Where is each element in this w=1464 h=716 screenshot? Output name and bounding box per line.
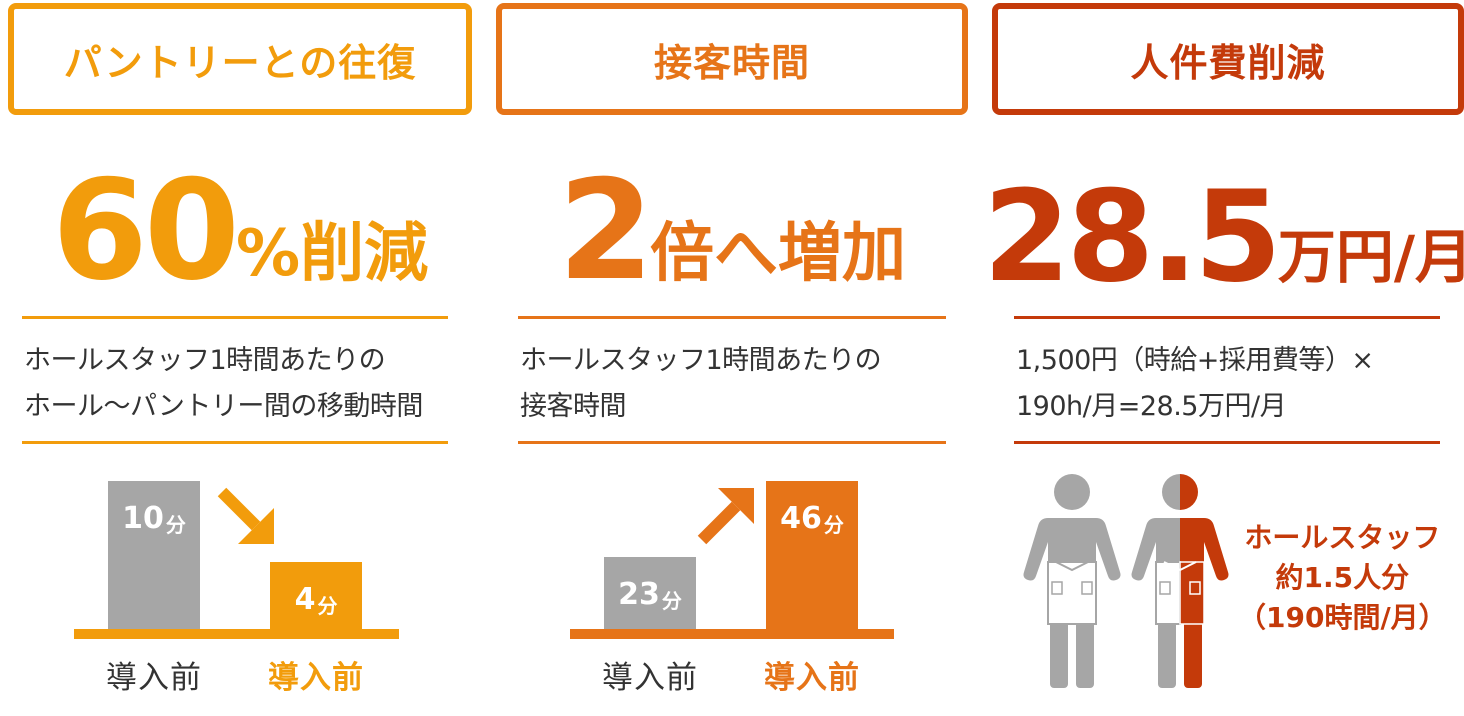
bar-before: 23 分	[604, 557, 696, 629]
divider-bottom	[22, 441, 448, 444]
bar-unit: 分	[823, 513, 844, 537]
headline-unit: 万円/月	[1277, 223, 1464, 291]
description: ホールスタッフ1時間あたりの ホール～パントリー間の移動時間	[24, 338, 423, 431]
staff-person-icon	[1023, 474, 1121, 688]
half-staff-person-icon	[1131, 474, 1229, 688]
headline-number: 2	[557, 150, 654, 311]
headline-number: 28.5	[982, 163, 1282, 310]
panel-service-time: 接客時間 2 倍へ増加 ホールスタッフ1時間あたりの 接客時間 23 分 46 分 …	[496, 0, 968, 716]
headline-unit: %削減	[235, 217, 429, 291]
category-label: 導入前	[106, 660, 202, 696]
panel-labor-cost: 人件費削減 28.5 万円/月 1,500円（時給+採用費等）× 190h/月=…	[983, 0, 1464, 716]
headline-stat: 2 倍へ増加	[496, 150, 968, 300]
divider-top	[1014, 316, 1440, 319]
bar-unit: 分	[317, 594, 338, 618]
staff-note-line: （190時間/月）	[1238, 600, 1447, 634]
description: ホールスタッフ1時間あたりの 接客時間	[520, 338, 882, 431]
chart-baseline	[74, 629, 399, 639]
description-line: ホールスタッフ1時間あたりの	[520, 345, 882, 376]
bar-unit: 分	[165, 513, 186, 537]
headline-unit: 倍へ増加	[650, 217, 907, 291]
description-line: 190h/月=28.5万円/月	[1016, 391, 1287, 423]
staff-note-line: 約1.5人分	[1275, 560, 1410, 594]
bar-value: 23	[618, 577, 660, 612]
chart-baseline	[570, 629, 894, 639]
divider-bottom	[1014, 441, 1440, 444]
staff-equivalent-note: ホールスタッフ 約1.5人分 （190時間/月）	[1238, 518, 1447, 637]
panel-title: 人件費削減	[992, 3, 1464, 115]
divider-bottom	[518, 441, 946, 444]
description-line: 接客時間	[520, 391, 627, 423]
panel-pantry: パントリーとの往復 60 %削減 ホールスタッフ1時間あたりの ホール～パントリ…	[8, 0, 472, 716]
category-label: 導入前	[764, 660, 860, 696]
divider-top	[22, 316, 448, 319]
panel-title: パントリーとの往復	[8, 3, 472, 115]
bar-value: 10	[122, 501, 164, 536]
description-line: ホール～パントリー間の移動時間	[24, 391, 423, 423]
bar-after: 46 分	[766, 481, 858, 629]
bar-value: 46	[780, 501, 822, 536]
headline-stat: 60 %削減	[8, 150, 472, 300]
description-line: ホールスタッフ1時間あたりの	[24, 345, 386, 376]
description-line: 1,500円（時給+採用費等）×	[1016, 345, 1374, 376]
staff-note-line: ホールスタッフ	[1244, 521, 1441, 554]
panel-title: 接客時間	[496, 3, 968, 115]
category-label: 導入前	[602, 660, 698, 696]
up-arrow-icon	[697, 488, 754, 545]
bar-before: 10 分	[108, 481, 200, 629]
headline-number: 60	[51, 150, 240, 311]
divider-top	[518, 316, 946, 319]
bar-value: 4	[294, 582, 316, 617]
down-arrow-icon	[217, 487, 274, 544]
headline-stat: 28.5 万円/月	[983, 150, 1464, 300]
category-label: 導入前	[268, 660, 364, 696]
bar-unit: 分	[661, 589, 682, 613]
description: 1,500円（時給+採用費等）× 190h/月=28.5万円/月	[1016, 338, 1374, 431]
